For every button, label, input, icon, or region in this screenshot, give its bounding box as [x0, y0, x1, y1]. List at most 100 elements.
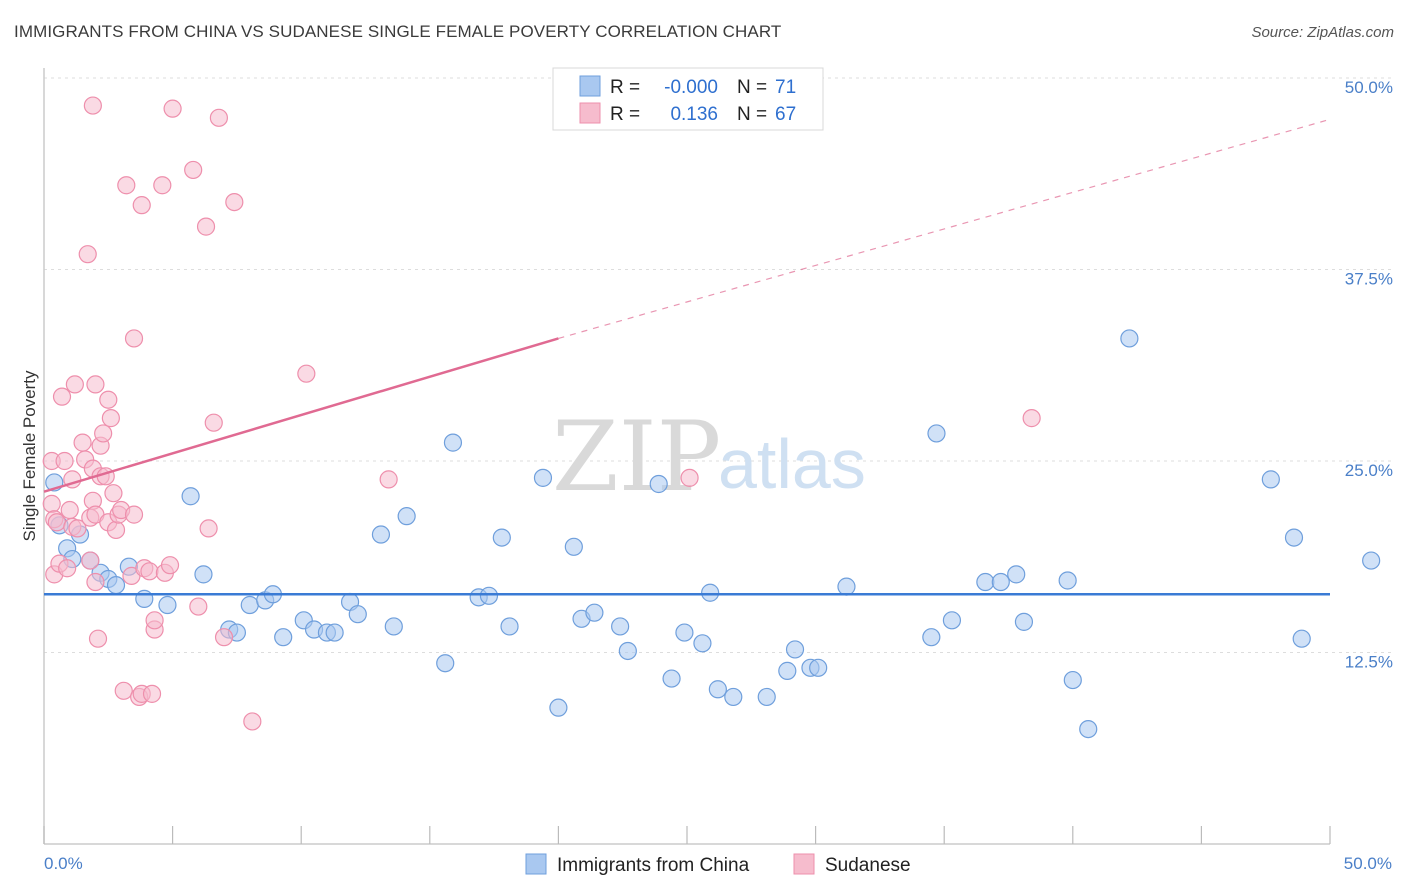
sudanese-point — [379, 470, 398, 489]
sudanese-point — [145, 611, 164, 630]
sudanese-point — [58, 559, 77, 578]
china-point — [976, 572, 995, 592]
china-point — [991, 572, 1010, 592]
sudanese-trend-line — [43, 337, 559, 493]
sudanese-point — [184, 160, 203, 180]
china-point — [1079, 719, 1098, 739]
china-point — [1284, 528, 1304, 547]
sudanese-point — [142, 684, 162, 703]
sudanese-point — [83, 96, 102, 115]
sudanese-point — [52, 387, 72, 406]
sudanese-point — [55, 451, 74, 471]
sudanese-point — [1022, 409, 1041, 428]
china-point — [158, 595, 177, 615]
x-tick-label-max: 50.0% — [1344, 854, 1392, 873]
y-axis-label: Single Female Poverty — [20, 370, 39, 542]
china-point — [701, 583, 720, 602]
china-point — [778, 661, 797, 680]
china-point — [397, 507, 416, 526]
china-point — [757, 687, 776, 707]
china-point — [585, 603, 604, 622]
sudanese-point — [86, 375, 105, 394]
sudanese-point — [114, 681, 133, 700]
china-point — [443, 433, 463, 452]
bottom-legend-china: Immigrants from China — [557, 855, 750, 876]
bottom-legend: Immigrants from China Sudanese — [525, 853, 911, 876]
china-point — [1058, 571, 1077, 590]
grid — [44, 77, 1392, 653]
china-point — [533, 468, 553, 487]
china-point — [942, 611, 962, 630]
sudanese-point — [47, 513, 66, 532]
chart-title: IMMIGRANTS FROM CHINA VS SUDANESE SINGLE… — [14, 22, 782, 41]
china-point — [1261, 470, 1280, 489]
legend-r-value-2: 0.136 — [670, 104, 718, 125]
sudanese-point — [189, 597, 208, 616]
china-point — [549, 698, 568, 717]
china-point — [181, 487, 200, 506]
source-label: Source: ZipAtlas.com — [1251, 24, 1394, 41]
sudanese-point — [104, 484, 123, 503]
china-point — [564, 537, 583, 556]
sudanese-point — [140, 562, 159, 581]
legend-n-value-2: 67 — [775, 104, 796, 125]
china-point — [693, 634, 712, 653]
china-point — [240, 595, 259, 615]
legend: R = -0.000 N = 71 R = 0.136 N = 67 — [552, 67, 824, 131]
sudanese-point — [42, 494, 61, 513]
china-point — [194, 565, 213, 584]
sudanese-point — [65, 375, 84, 394]
x-tick-label-min: 0.0% — [44, 854, 83, 873]
china-point — [274, 628, 293, 647]
china-point — [384, 617, 403, 636]
china-point — [809, 658, 828, 677]
china-point — [649, 474, 668, 494]
bottom-legend-swatch-sudanese — [793, 853, 815, 875]
sudanese-point — [199, 519, 218, 538]
legend-swatch-sudanese — [579, 102, 601, 124]
china-point — [675, 623, 694, 642]
x-ticks — [43, 826, 1331, 844]
y-tick-labels: 12.5% 25.0% 37.5% 50.0% — [1345, 78, 1393, 672]
sudanese-trend-extension — [558, 118, 1331, 340]
china-point — [500, 617, 519, 636]
china-point — [348, 605, 367, 624]
y-tick-label: 37.5% — [1345, 270, 1393, 289]
sudanese-point — [243, 712, 262, 731]
y-tick-label: 25.0% — [1345, 461, 1393, 480]
legend-swatch-china — [579, 75, 601, 97]
china-point — [708, 680, 727, 699]
sudanese-point — [60, 500, 79, 520]
sudanese-point — [73, 433, 92, 452]
trend-lines — [43, 118, 1331, 596]
bottom-legend-sudanese: Sudanese — [825, 855, 911, 876]
china-point — [1014, 612, 1034, 631]
legend-n-label-1: N = — [737, 77, 767, 98]
sudanese-point — [204, 413, 223, 432]
sudanese-point — [225, 192, 244, 212]
sudanese-point — [124, 329, 144, 348]
china-point — [479, 586, 499, 605]
sudanese-point — [68, 519, 87, 538]
sudanese-point — [132, 196, 151, 215]
sudanese-point — [88, 629, 108, 648]
sudanese-point — [297, 364, 316, 383]
sudanese-point — [160, 556, 180, 575]
sudanese-point — [99, 390, 118, 409]
sudanese-point — [163, 99, 182, 118]
china-point — [106, 575, 126, 595]
china-point — [837, 577, 856, 596]
sudanese-point — [106, 520, 126, 540]
china-point — [1362, 551, 1381, 570]
sudanese-point — [214, 628, 234, 647]
china-point — [436, 654, 455, 673]
sudanese-point — [209, 108, 228, 127]
china-point — [492, 528, 511, 547]
sudanese-point — [124, 505, 144, 524]
china-point — [325, 623, 344, 642]
china-point — [922, 628, 941, 647]
legend-r-label-2: R = — [610, 104, 640, 125]
china-point — [662, 669, 681, 688]
y-tick-label: 12.5% — [1345, 653, 1393, 672]
